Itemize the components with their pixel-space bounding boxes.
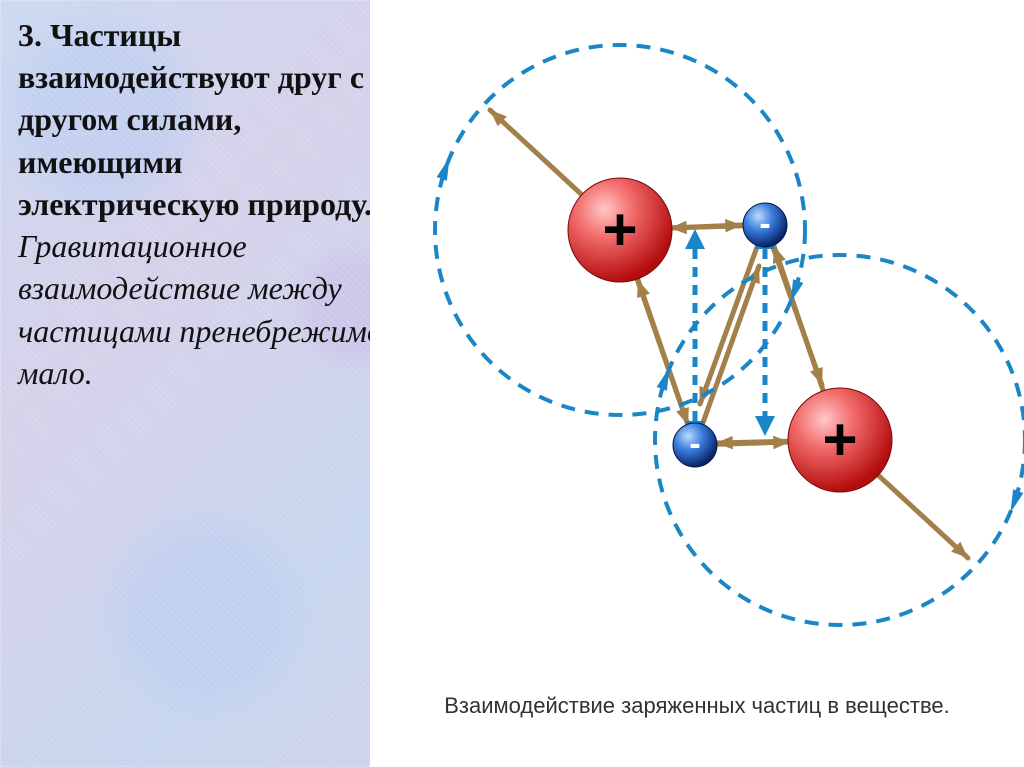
svg-text:-: - <box>689 425 700 463</box>
heading-line-1: Частицы взаимодействуют <box>18 17 278 95</box>
particle-interaction-diagram: + + - - <box>370 0 1024 680</box>
body-italic: Гравитационное взаимодействие между част… <box>18 228 383 391</box>
diagram-area: + + - - Взаимодействие заряженных частиц в … <box>370 0 1024 767</box>
electron-electron-arrows <box>685 229 775 441</box>
attraction-force-arrows <box>490 110 968 558</box>
diagram-caption: Взаимодействие заряженных частиц в вещес… <box>370 693 1024 719</box>
svg-text:-: - <box>759 205 770 243</box>
svg-text:+: + <box>822 406 857 473</box>
svg-text:+: + <box>602 196 637 263</box>
electron-orbits <box>435 45 1024 625</box>
heading-number: 3. <box>18 17 50 53</box>
main-text-block: 3. Частицы взаимодействуют друг с другом… <box>18 14 388 394</box>
